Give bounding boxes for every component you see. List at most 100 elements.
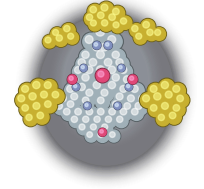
Circle shape	[67, 33, 73, 39]
Circle shape	[100, 43, 108, 51]
Circle shape	[49, 88, 65, 104]
Circle shape	[108, 81, 115, 89]
Circle shape	[104, 32, 123, 51]
Circle shape	[79, 113, 94, 129]
Circle shape	[96, 51, 104, 59]
Circle shape	[126, 84, 129, 88]
Circle shape	[43, 35, 56, 48]
Ellipse shape	[37, 14, 174, 167]
Circle shape	[112, 74, 119, 81]
Circle shape	[66, 32, 78, 44]
Circle shape	[166, 110, 180, 124]
Circle shape	[83, 11, 98, 26]
Circle shape	[100, 4, 108, 11]
Circle shape	[88, 4, 101, 18]
Circle shape	[110, 6, 124, 20]
Circle shape	[77, 122, 90, 135]
Circle shape	[170, 103, 184, 117]
Circle shape	[108, 108, 115, 115]
Circle shape	[112, 101, 119, 107]
Circle shape	[32, 81, 40, 89]
Circle shape	[147, 83, 162, 98]
Circle shape	[85, 55, 103, 73]
Ellipse shape	[34, 11, 177, 170]
Circle shape	[94, 71, 110, 87]
Circle shape	[93, 42, 100, 49]
Circle shape	[74, 80, 92, 98]
Circle shape	[109, 98, 125, 114]
Circle shape	[75, 81, 91, 96]
Circle shape	[97, 40, 115, 58]
Circle shape	[90, 78, 107, 96]
Circle shape	[55, 103, 62, 109]
Circle shape	[80, 65, 86, 71]
Circle shape	[152, 28, 165, 40]
Circle shape	[24, 112, 37, 126]
Circle shape	[130, 85, 137, 92]
Circle shape	[101, 55, 119, 73]
Circle shape	[42, 99, 56, 113]
Circle shape	[98, 86, 114, 103]
Ellipse shape	[35, 12, 176, 169]
Circle shape	[37, 88, 54, 105]
Circle shape	[103, 41, 112, 50]
Circle shape	[86, 14, 92, 20]
Circle shape	[169, 102, 185, 118]
Circle shape	[69, 114, 82, 128]
Circle shape	[93, 116, 100, 122]
Circle shape	[86, 108, 92, 115]
Circle shape	[113, 91, 128, 106]
Circle shape	[65, 99, 79, 113]
Circle shape	[22, 105, 28, 111]
Circle shape	[95, 27, 104, 36]
Circle shape	[85, 36, 93, 43]
Circle shape	[161, 102, 168, 109]
Circle shape	[170, 83, 184, 98]
Circle shape	[105, 64, 121, 80]
Circle shape	[85, 89, 92, 96]
Circle shape	[61, 23, 76, 38]
Circle shape	[73, 84, 76, 88]
Circle shape	[111, 20, 123, 33]
Circle shape	[97, 108, 104, 115]
Circle shape	[42, 80, 57, 94]
Circle shape	[93, 81, 100, 89]
Circle shape	[34, 109, 50, 125]
Circle shape	[106, 79, 121, 94]
Circle shape	[99, 130, 103, 133]
Circle shape	[38, 89, 53, 104]
Circle shape	[90, 124, 96, 130]
Circle shape	[123, 103, 130, 109]
Circle shape	[50, 89, 64, 103]
Circle shape	[120, 100, 136, 116]
Circle shape	[142, 95, 149, 102]
Circle shape	[143, 26, 159, 42]
Circle shape	[95, 95, 109, 109]
Circle shape	[120, 108, 126, 115]
Circle shape	[72, 84, 79, 90]
Circle shape	[79, 94, 95, 110]
Circle shape	[105, 105, 121, 121]
Circle shape	[158, 79, 174, 94]
Circle shape	[103, 114, 116, 128]
Circle shape	[104, 63, 122, 81]
Circle shape	[81, 66, 84, 69]
Circle shape	[57, 93, 72, 108]
Circle shape	[102, 113, 117, 129]
Circle shape	[108, 71, 126, 88]
Circle shape	[72, 105, 87, 121]
Circle shape	[106, 129, 120, 143]
Circle shape	[30, 99, 46, 116]
Circle shape	[86, 56, 102, 72]
Circle shape	[135, 92, 152, 108]
Circle shape	[138, 95, 145, 102]
Circle shape	[114, 102, 120, 109]
Circle shape	[109, 5, 125, 21]
Circle shape	[94, 94, 110, 110]
Circle shape	[147, 102, 163, 118]
Circle shape	[61, 106, 75, 120]
Circle shape	[19, 102, 35, 118]
Circle shape	[78, 71, 96, 88]
Circle shape	[115, 103, 118, 107]
Circle shape	[94, 43, 97, 46]
